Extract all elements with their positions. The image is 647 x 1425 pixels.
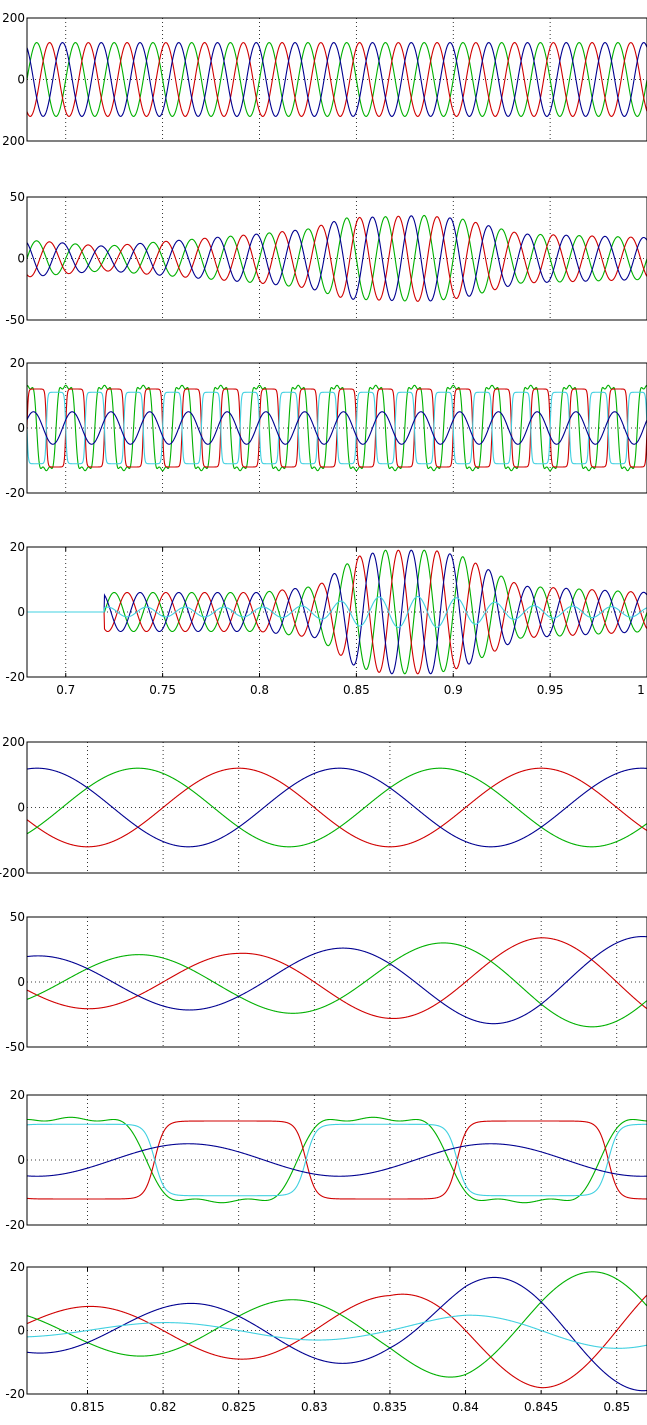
x-tick-label: 0.8	[250, 683, 269, 697]
y-tick-label: 200	[2, 735, 25, 749]
axes-box	[26, 546, 647, 678]
y-tick-label: 50	[10, 910, 25, 924]
x-tick-label: 0.835	[373, 1400, 407, 1414]
x-tick-label: 0.95	[537, 683, 564, 697]
x-tick-label: 0.75	[149, 683, 176, 697]
x-tick-label: 0.85	[343, 683, 370, 697]
series-line-1	[27, 42, 647, 117]
series-line-3	[27, 215, 647, 302]
plot-panel-1: 200 0 200	[2, 11, 647, 148]
series-line-3	[27, 549, 647, 675]
axes-box	[26, 196, 647, 321]
x-tick-label: 0.9	[444, 683, 463, 697]
y-tick-label: 200	[2, 11, 25, 25]
series-line-4	[27, 596, 647, 628]
series-line-3	[27, 391, 647, 465]
y-tick-label: 20	[10, 1088, 25, 1102]
x-tick-label: 0.85	[603, 1400, 630, 1414]
axes-box	[26, 17, 647, 142]
x-tick-label: 0.7	[56, 683, 75, 697]
plot-panel-4: 20 0 -20 0.7 0.75 0.8 0.85 0.9 0.95 1	[5, 540, 647, 697]
y-tick-label: 50	[10, 190, 25, 204]
series-line-1	[27, 549, 647, 675]
axes-box	[26, 1266, 647, 1395]
y-tick-label: -20	[5, 1218, 25, 1232]
axes-box	[26, 362, 647, 494]
y-tick-label: 200	[2, 134, 25, 148]
y-tick-label: -20	[5, 670, 25, 684]
series-line-3	[27, 767, 647, 848]
series-line-4	[27, 1314, 647, 1349]
series-line-3	[27, 42, 647, 117]
y-tick-label: 20	[10, 356, 25, 370]
x-tick-label: 0.84	[452, 1400, 479, 1414]
y-tick-label: 20	[10, 540, 25, 554]
x-tick-label: 0.845	[524, 1400, 558, 1414]
y-tick-label: -20	[5, 1387, 25, 1401]
plot-panel-6: 50 0 -50	[5, 910, 647, 1054]
series-line-2	[27, 942, 647, 1028]
series-line-1	[27, 1116, 647, 1204]
series-line-2	[27, 42, 647, 117]
x-tick-label: 0.82	[150, 1400, 177, 1414]
y-tick-label: -20	[5, 486, 25, 500]
series-line-2	[27, 215, 647, 302]
plot-panel-2: 50 0 -50	[5, 190, 647, 327]
plot-panel-5: 200 0 -200	[0, 735, 647, 880]
series-line-2	[27, 1120, 647, 1200]
axes-box	[26, 1094, 647, 1226]
series-line-3	[27, 1276, 647, 1392]
series-line-3	[27, 1123, 647, 1197]
x-tick-label: 0.815	[70, 1400, 104, 1414]
x-tick-label: 1	[637, 683, 645, 697]
series-line-4	[27, 411, 647, 445]
series-line-1	[27, 1293, 647, 1389]
x-tick-label: 0.83	[301, 1400, 328, 1414]
y-tick-label: 0	[17, 252, 25, 266]
y-tick-label: -200	[0, 866, 25, 880]
y-tick-label: 0	[17, 975, 25, 989]
y-tick-label: -50	[5, 313, 25, 327]
series-line-1	[27, 937, 647, 1020]
series-line-1	[27, 214, 647, 302]
series-line-3	[27, 936, 647, 1025]
y-tick-label: 0	[17, 801, 25, 815]
series-line-4	[27, 1143, 647, 1177]
y-tick-label: 0	[17, 1153, 25, 1167]
y-tick-label: 0	[17, 73, 25, 87]
axes-box	[26, 916, 647, 1048]
plot-panel-3: 20 0 -20	[5, 356, 647, 500]
series-line-2	[27, 767, 647, 848]
y-tick-label: 0	[17, 1324, 25, 1338]
plot-panel-7: 20 0 -20	[5, 1088, 647, 1232]
y-tick-label: -50	[5, 1040, 25, 1054]
y-tick-label: 0	[17, 605, 25, 619]
series-line-1	[27, 767, 647, 848]
y-tick-label: 20	[10, 1260, 25, 1274]
axes-box	[26, 741, 647, 874]
x-tick-label: 0.825	[222, 1400, 256, 1414]
series-line-2	[27, 1271, 647, 1378]
plot-panel-8: 20 0 -20 0.815 0.82 0.825 0.83 0.835 0.84 0.845 0.…	[5, 1260, 647, 1414]
y-tick-label: 0	[17, 421, 25, 435]
